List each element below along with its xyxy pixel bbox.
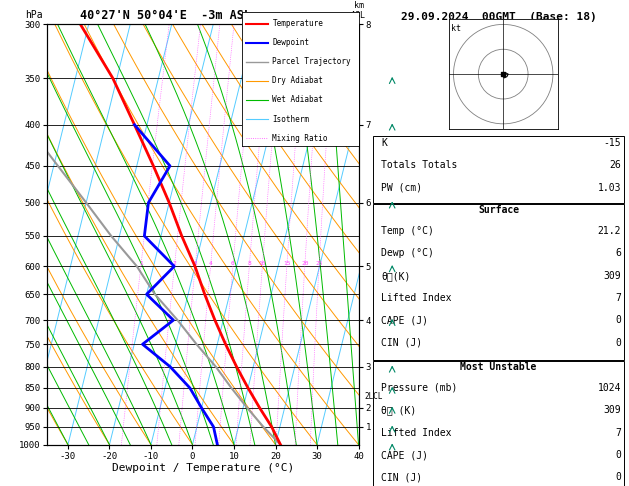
Bar <box>373 136 624 203</box>
Text: Lifted Index: Lifted Index <box>381 293 452 303</box>
Text: K: K <box>381 138 387 148</box>
Text: Mixing Ratio: Mixing Ratio <box>272 134 328 143</box>
Text: Most Unstable: Most Unstable <box>460 362 537 372</box>
Text: CIN (J): CIN (J) <box>381 338 422 348</box>
Text: 0: 0 <box>615 472 621 483</box>
Text: Temperature: Temperature <box>272 19 323 28</box>
Text: 3: 3 <box>193 261 197 266</box>
Text: Surface: Surface <box>478 205 519 215</box>
Text: Temp (°C): Temp (°C) <box>381 226 434 236</box>
Text: 25: 25 <box>315 261 323 266</box>
Text: θᴄ (K): θᴄ (K) <box>381 405 416 416</box>
Text: Dry Adiabat: Dry Adiabat <box>272 76 323 86</box>
Text: 20: 20 <box>301 261 309 266</box>
Text: 309: 309 <box>604 271 621 281</box>
Title: 40°27'N 50°04'E  -3m ASL: 40°27'N 50°04'E -3m ASL <box>80 9 251 22</box>
Text: θᴄ(K): θᴄ(K) <box>381 271 410 281</box>
Text: 29.09.2024  00GMT  (Base: 18): 29.09.2024 00GMT (Base: 18) <box>401 12 596 22</box>
Text: kt: kt <box>451 24 461 34</box>
Text: 26: 26 <box>610 160 621 171</box>
Text: CIN (J): CIN (J) <box>381 472 422 483</box>
Text: 1.03: 1.03 <box>598 183 621 193</box>
Text: Lifted Index: Lifted Index <box>381 428 452 438</box>
Bar <box>373 361 624 486</box>
Text: Dewp (°C): Dewp (°C) <box>381 248 434 259</box>
Text: 6: 6 <box>615 248 621 259</box>
Text: 10: 10 <box>259 261 266 266</box>
Text: 0: 0 <box>615 315 621 326</box>
Text: Isotherm: Isotherm <box>272 115 309 123</box>
Text: 0: 0 <box>615 450 621 460</box>
Text: Totals Totals: Totals Totals <box>381 160 457 171</box>
Text: 309: 309 <box>604 405 621 416</box>
Text: 8: 8 <box>247 261 251 266</box>
Text: CAPE (J): CAPE (J) <box>381 450 428 460</box>
Text: Dewpoint: Dewpoint <box>272 38 309 47</box>
Text: CAPE (J): CAPE (J) <box>381 315 428 326</box>
Text: 4: 4 <box>209 261 213 266</box>
Text: hPa: hPa <box>25 10 43 20</box>
Bar <box>373 204 624 360</box>
Text: 6: 6 <box>231 261 235 266</box>
Text: 2LCL: 2LCL <box>365 392 383 400</box>
X-axis label: Dewpoint / Temperature (°C): Dewpoint / Temperature (°C) <box>112 464 294 473</box>
Text: km
ASL: km ASL <box>351 0 366 20</box>
Text: 0: 0 <box>615 338 621 348</box>
Text: -15: -15 <box>604 138 621 148</box>
Text: 7: 7 <box>615 293 621 303</box>
Text: Parcel Trajectory: Parcel Trajectory <box>272 57 351 66</box>
Text: 7: 7 <box>615 428 621 438</box>
Text: 15: 15 <box>283 261 291 266</box>
Text: 1024: 1024 <box>598 383 621 393</box>
Text: 2: 2 <box>172 261 176 266</box>
Text: 1: 1 <box>139 261 143 266</box>
Text: Wet Adiabat: Wet Adiabat <box>272 95 323 104</box>
Text: 21.2: 21.2 <box>598 226 621 236</box>
Text: Pressure (mb): Pressure (mb) <box>381 383 457 393</box>
Text: PW (cm): PW (cm) <box>381 183 422 193</box>
